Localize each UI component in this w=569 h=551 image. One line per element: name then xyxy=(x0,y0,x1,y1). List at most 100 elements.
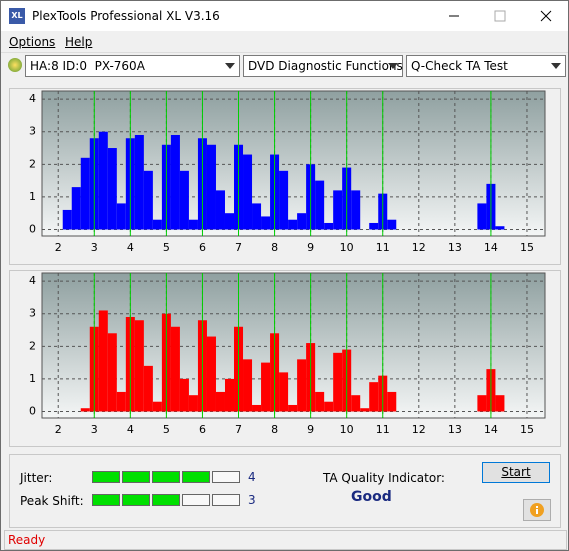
meter-segment xyxy=(212,471,240,483)
bar xyxy=(369,382,379,412)
x-tick-label: 11 xyxy=(376,241,390,254)
menu-item[interactable]: Options xyxy=(9,35,55,49)
x-tick-label: 4 xyxy=(127,423,134,436)
bar xyxy=(324,401,334,412)
x-tick-label: 2 xyxy=(55,241,62,254)
bar xyxy=(333,190,343,230)
separator xyxy=(1,52,568,53)
chart-panel: 0 1 2 3 4 2 3 4 5 6 7 8 9 10 11 12 13 14 15 xyxy=(9,88,561,265)
x-tick-label: 12 xyxy=(412,423,426,436)
start-button[interactable]: Start xyxy=(482,462,550,483)
bar xyxy=(107,333,117,412)
y-tick-label: 2 xyxy=(29,339,36,352)
bar xyxy=(315,180,325,230)
y-tick-label: 3 xyxy=(29,125,36,138)
x-tick-label: 13 xyxy=(448,423,462,436)
y-tick-label: 3 xyxy=(29,307,36,320)
drive-icon xyxy=(8,58,22,72)
info-icon xyxy=(530,503,544,517)
drive-select[interactable]: HA:8 ID:0 PX-760A xyxy=(25,55,240,77)
bar xyxy=(116,391,126,412)
bar xyxy=(279,372,289,412)
bar xyxy=(360,408,370,412)
bar xyxy=(170,326,180,412)
bar xyxy=(369,222,379,230)
bar xyxy=(297,213,307,230)
meter-segment xyxy=(182,471,210,483)
test-select[interactable]: Q-Check TA Test xyxy=(406,55,566,77)
info-button[interactable] xyxy=(523,499,551,521)
bar xyxy=(297,359,307,412)
x-tick-label: 9 xyxy=(307,241,314,254)
peak-shift-meter xyxy=(92,494,242,506)
x-tick-label: 9 xyxy=(307,423,314,436)
bar xyxy=(179,170,189,230)
menu-item[interactable]: Help xyxy=(65,35,92,49)
bar xyxy=(252,404,262,412)
jitter-label: Jitter: xyxy=(20,471,53,485)
status-text: Ready xyxy=(8,533,46,547)
y-tick-label: 0 xyxy=(29,404,36,417)
chart-panel: 0 1 2 3 4 2 3 4 5 6 7 8 9 10 11 12 13 14 15 xyxy=(9,270,561,447)
bar xyxy=(179,378,189,412)
indicator-value: Good xyxy=(351,489,392,505)
y-tick-label: 0 xyxy=(29,222,36,235)
y-tick-label: 2 xyxy=(29,157,36,170)
bar xyxy=(215,391,225,412)
bar xyxy=(387,391,397,412)
function-text: DVD Diagnostic Functions xyxy=(248,59,403,73)
meter-segment xyxy=(212,494,240,506)
y-tick-label: 4 xyxy=(29,274,36,287)
bar xyxy=(315,391,325,412)
bar xyxy=(477,203,487,230)
x-tick-label: 6 xyxy=(199,241,206,254)
x-tick-label: 10 xyxy=(340,241,354,254)
quality-panel: Jitter: 4 Peak Shift: 3 TA Quality Indic… xyxy=(9,454,561,528)
bar xyxy=(206,144,216,230)
function-select[interactable]: DVD Diagnostic Functions xyxy=(243,55,403,77)
menu-options[interactable]: Options xyxy=(9,35,56,49)
x-tick-label: 3 xyxy=(91,241,98,254)
meter-segment xyxy=(92,494,120,506)
bar xyxy=(351,190,361,230)
meter-segment xyxy=(152,494,180,506)
window-controls[interactable] xyxy=(431,1,568,31)
peak-shift-label: Peak Shift: xyxy=(20,494,84,508)
x-tick-label: 6 xyxy=(199,423,206,436)
bar xyxy=(224,213,235,230)
bar xyxy=(143,365,153,412)
bar xyxy=(170,134,180,230)
bar xyxy=(143,170,153,230)
x-tick-label: 14 xyxy=(484,241,498,254)
meter-segment xyxy=(92,471,120,483)
x-tick-label: 5 xyxy=(163,423,170,436)
jitter-value: 4 xyxy=(248,470,256,484)
menu-help[interactable]: Help xyxy=(65,35,93,49)
y-tick-label: 4 xyxy=(29,92,36,105)
bar xyxy=(333,352,343,412)
y-tick-label: 1 xyxy=(29,190,36,203)
bar xyxy=(324,222,334,230)
bar xyxy=(71,187,81,230)
meter-segment xyxy=(122,471,150,483)
bar xyxy=(206,336,216,412)
status-bar: Ready xyxy=(4,530,567,550)
bar xyxy=(261,362,271,412)
bar xyxy=(98,310,108,412)
test-text: Q-Check TA Test xyxy=(411,59,508,73)
meter-segment xyxy=(152,471,180,483)
bar xyxy=(134,320,144,412)
bar xyxy=(495,395,505,412)
title-bar: XL PlexTools Professional XL V3.16 xyxy=(1,1,568,31)
peak-shift-value: 3 xyxy=(248,493,256,507)
drive-text: HA:8 ID:0 PX-760A xyxy=(30,59,145,73)
bar xyxy=(351,395,361,412)
x-tick-label: 7 xyxy=(235,423,242,436)
x-tick-label: 15 xyxy=(520,241,534,254)
bar xyxy=(243,154,253,230)
window-title: PlexTools Professional XL V3.16 xyxy=(32,9,220,23)
bar xyxy=(152,401,162,412)
bar xyxy=(152,219,162,230)
bar xyxy=(116,203,126,230)
